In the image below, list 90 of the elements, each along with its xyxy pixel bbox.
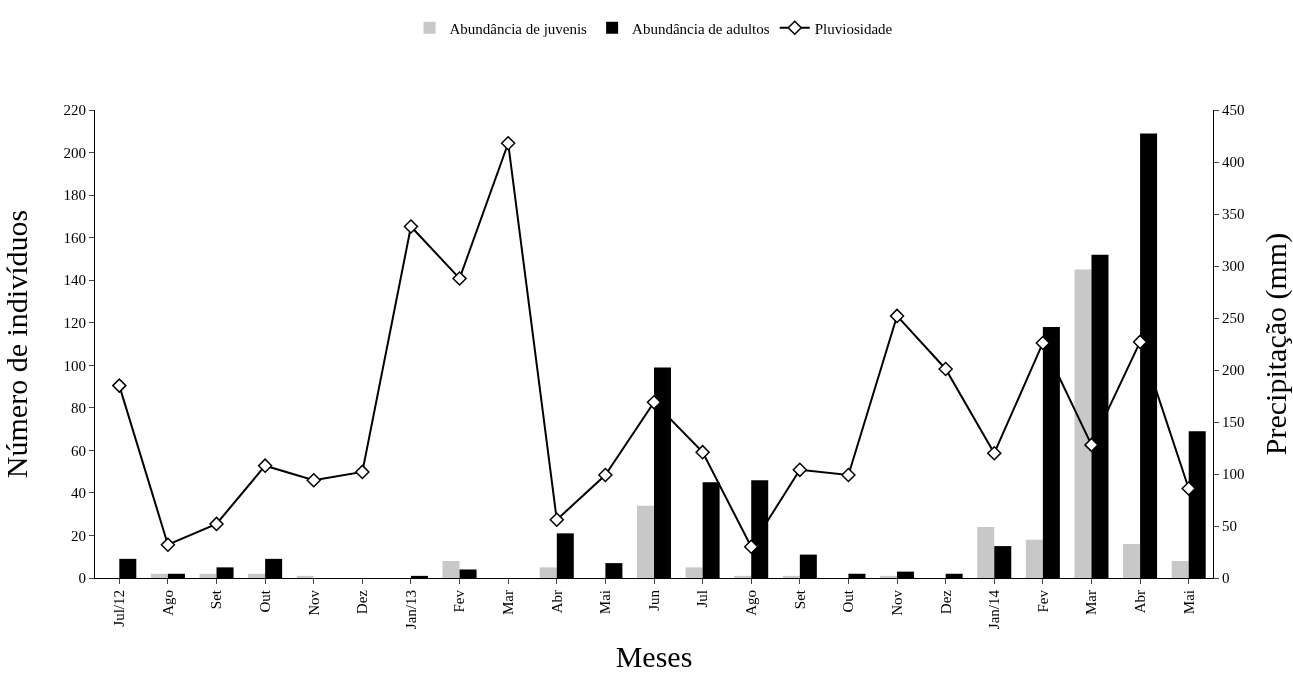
point <box>500 136 516 151</box>
legend-label: Pluviosidade <box>814 20 893 37</box>
y2-tick-label: 250 <box>1222 310 1245 327</box>
bar <box>1025 539 1043 578</box>
x-tick-label: Mar <box>500 590 517 615</box>
y-tick-label: 160 <box>63 229 86 246</box>
point <box>695 444 710 460</box>
bar <box>1171 560 1189 578</box>
y-tick-label: 120 <box>63 314 86 331</box>
point <box>889 308 905 324</box>
x-tick-label: Nov <box>305 589 322 616</box>
x-tick-label: Ago <box>743 590 760 616</box>
y-tick-label: 60 <box>71 442 86 459</box>
bar <box>734 575 752 578</box>
x-tick-label: Out <box>840 589 857 613</box>
x-tick-label: Out <box>257 589 274 613</box>
x-tick-label: Abr <box>548 590 565 614</box>
bar <box>880 575 898 578</box>
bar <box>1123 543 1141 578</box>
bar <box>685 567 703 578</box>
point <box>355 464 370 480</box>
y-tick-label: 40 <box>71 485 86 502</box>
x-tick-label: Abr <box>1131 590 1148 614</box>
x-tick-label: Jun <box>645 589 662 611</box>
point <box>257 458 273 473</box>
x-axis-title: Meses <box>615 640 693 673</box>
point <box>112 378 127 393</box>
bar <box>150 573 168 578</box>
y2-tick-label: 200 <box>1222 362 1245 379</box>
y-tick-label: 140 <box>63 272 86 289</box>
x-tick-label: Jul/12 <box>111 590 128 627</box>
point <box>646 394 662 410</box>
bar <box>539 567 557 578</box>
point <box>792 462 808 478</box>
y2-tick-label: 0 <box>1222 570 1230 587</box>
point <box>549 512 565 528</box>
bar <box>1074 269 1092 578</box>
y2-tick-label: 50 <box>1222 518 1237 535</box>
point <box>1181 481 1196 496</box>
point <box>1035 335 1051 351</box>
y-tick-label: 220 <box>63 102 86 119</box>
point <box>1084 437 1099 453</box>
x-tick-label: Jul <box>694 590 711 608</box>
bar <box>199 573 217 578</box>
bar <box>296 575 314 578</box>
point <box>1132 334 1148 350</box>
x-tick-label: Mar <box>1083 590 1100 615</box>
x-tick-label: Nov <box>888 589 905 616</box>
y-tick-label: 100 <box>63 357 86 374</box>
x-tick-label: Fev <box>1034 589 1051 613</box>
x-tick-label: Mai <box>597 590 614 615</box>
bar <box>442 560 460 578</box>
point <box>987 445 1002 461</box>
point <box>743 539 759 555</box>
y2-tick-label: 350 <box>1222 206 1245 223</box>
y2-tick-label: 400 <box>1222 154 1245 171</box>
point <box>403 219 419 234</box>
y-tick-label: 80 <box>71 400 86 417</box>
x-tick-label: Jan/13 <box>402 590 419 630</box>
y-tick-label: 180 <box>63 187 86 204</box>
y2-axis-title: Precipitação (mm) <box>1259 232 1293 456</box>
legend-label: Abundância de juvenis <box>449 20 588 37</box>
x-tick-label: Dez <box>937 589 954 615</box>
y2-tick-label: 300 <box>1222 258 1245 275</box>
y-axis-title: Número de indivíduos <box>0 209 33 479</box>
point <box>938 361 953 377</box>
y2-tick-label: 450 <box>1222 102 1245 119</box>
y-tick-label: 200 <box>63 144 86 161</box>
point <box>598 467 613 483</box>
x-tick-label: Fev <box>451 589 468 613</box>
point <box>452 271 467 286</box>
point <box>160 537 176 552</box>
point <box>209 516 224 532</box>
y2-tick-label: 100 <box>1222 466 1245 483</box>
bar <box>977 526 995 578</box>
y-tick-label: 20 <box>71 527 86 544</box>
bar <box>782 575 800 578</box>
x-tick-label: Ago <box>159 590 176 616</box>
x-tick-label: Set <box>208 589 225 610</box>
legend-label: Abundância de adultos <box>632 20 770 37</box>
y2-tick-label: 150 <box>1222 414 1245 431</box>
x-tick-label: Jan/14 <box>986 589 1003 630</box>
x-tick-label: Dez <box>354 589 371 615</box>
y-tick-label: 0 <box>78 570 86 587</box>
point <box>306 472 321 488</box>
bar <box>248 573 266 578</box>
x-tick-label: Set <box>791 589 808 610</box>
point <box>841 467 856 483</box>
bar <box>636 505 654 578</box>
x-tick-label: Mai <box>1180 590 1197 615</box>
